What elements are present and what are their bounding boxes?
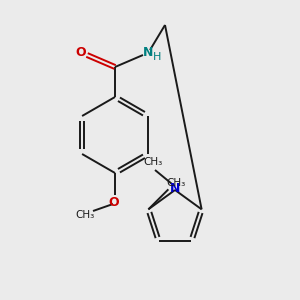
Text: O: O (109, 196, 119, 208)
Text: CH₃: CH₃ (167, 178, 186, 188)
Text: H: H (153, 52, 161, 62)
Text: CH₃: CH₃ (75, 210, 94, 220)
Text: CH₃: CH₃ (143, 157, 163, 167)
Text: N: N (170, 182, 180, 196)
Text: N: N (143, 46, 153, 59)
Text: O: O (76, 46, 86, 59)
